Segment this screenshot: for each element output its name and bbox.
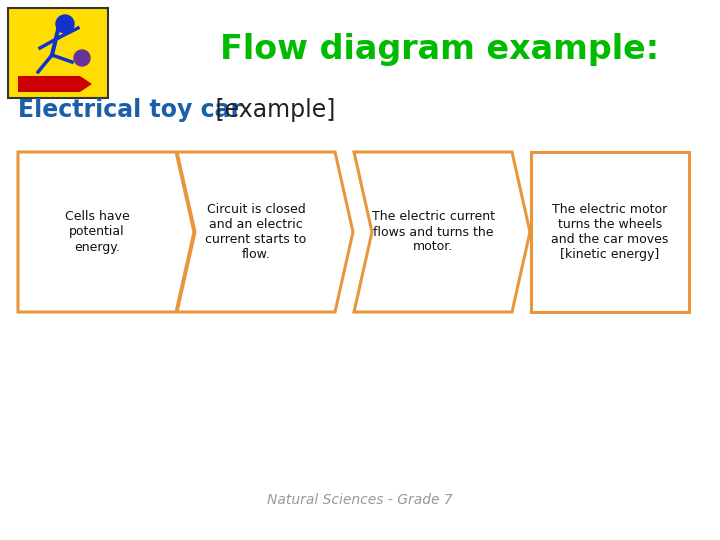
Text: Electrical toy car: Electrical toy car [18, 98, 242, 122]
Circle shape [56, 15, 74, 33]
Circle shape [74, 50, 90, 66]
Polygon shape [18, 152, 194, 312]
Polygon shape [531, 152, 689, 312]
Text: The electric motor
turns the wheels
and the car moves
[kinetic energy]: The electric motor turns the wheels and … [552, 203, 669, 261]
Text: Cells have
potential
energy.: Cells have potential energy. [65, 211, 130, 253]
Polygon shape [354, 152, 530, 312]
Polygon shape [18, 76, 92, 92]
Polygon shape [177, 152, 353, 312]
Text: Flow diagram example:: Flow diagram example: [220, 33, 660, 66]
Polygon shape [8, 8, 108, 98]
Text: [example]: [example] [208, 98, 336, 122]
Text: Circuit is closed
and an electric
current starts to
flow.: Circuit is closed and an electric curren… [205, 203, 307, 261]
Text: Natural Sciences - Grade 7: Natural Sciences - Grade 7 [267, 493, 453, 507]
Text: The electric current
flows and turns the
motor.: The electric current flows and turns the… [372, 211, 495, 253]
